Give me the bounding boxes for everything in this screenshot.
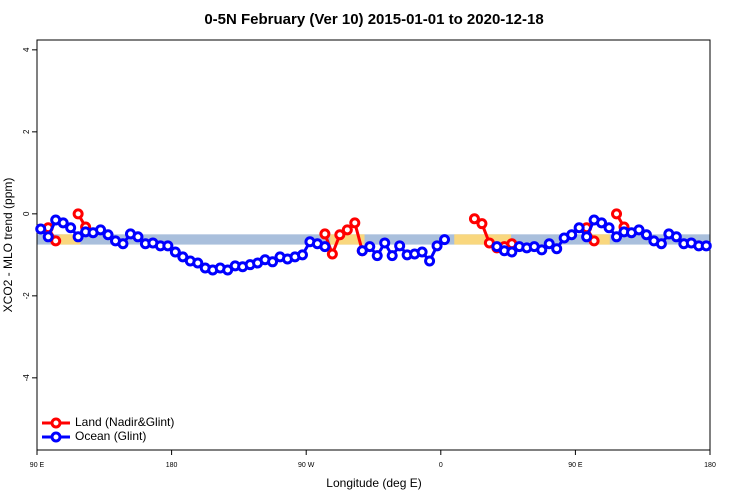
y-tick-label: 0 xyxy=(22,211,31,216)
legend-label: Ocean (Glint) xyxy=(75,429,146,443)
x-tick-label: 180 xyxy=(166,462,178,469)
land-band xyxy=(454,234,512,245)
data-point xyxy=(633,224,645,236)
data-point xyxy=(566,229,578,241)
x-tick-label: 90 E xyxy=(568,462,583,469)
y-tick-label: -4 xyxy=(22,374,31,382)
x-tick-label: 180 xyxy=(704,462,716,469)
data-point xyxy=(72,208,84,220)
data-point xyxy=(341,224,353,236)
data-point xyxy=(192,257,204,269)
data-point xyxy=(296,249,308,261)
data-point xyxy=(468,213,480,225)
data-point xyxy=(581,231,593,243)
data-point xyxy=(424,255,436,267)
data-point xyxy=(267,256,279,268)
data-point xyxy=(596,217,608,229)
data-point xyxy=(506,246,518,258)
data-point xyxy=(65,222,77,234)
data-point xyxy=(416,246,428,258)
data-point xyxy=(670,231,682,243)
data-point xyxy=(326,248,338,260)
legend-marker xyxy=(50,431,62,443)
data-point xyxy=(364,241,376,253)
ocean-band xyxy=(37,234,710,245)
data-point xyxy=(431,240,443,252)
y-axis-label: XCO2 - MLO trend (ppm) xyxy=(1,178,15,313)
y-tick-label: 4 xyxy=(22,47,31,52)
land-band xyxy=(59,234,81,245)
data-point xyxy=(169,246,181,258)
data-point xyxy=(132,231,144,243)
legend-marker xyxy=(50,417,62,429)
data-point xyxy=(319,228,331,240)
data-point xyxy=(95,224,107,236)
x-axis-label: Longitude (deg E) xyxy=(326,476,421,490)
data-point xyxy=(543,238,555,250)
data-point xyxy=(536,244,548,256)
data-point xyxy=(611,208,623,220)
data-point xyxy=(117,238,129,250)
data-point xyxy=(42,231,54,243)
y-tick-label: 2 xyxy=(22,129,31,134)
data-point xyxy=(57,217,69,229)
y-tick-label: -2 xyxy=(22,292,31,300)
data-point xyxy=(72,231,84,243)
data-point xyxy=(551,243,563,255)
data-point xyxy=(319,241,331,253)
data-point xyxy=(476,218,488,230)
data-point xyxy=(334,229,346,241)
data-point xyxy=(603,222,615,234)
x-tick-label: 0 xyxy=(439,462,443,469)
data-point xyxy=(102,229,114,241)
data-point xyxy=(640,229,652,241)
land-band xyxy=(330,234,365,245)
data-point xyxy=(386,250,398,262)
data-point xyxy=(439,234,451,246)
data-point xyxy=(573,222,585,234)
land-band xyxy=(590,234,610,245)
data-point xyxy=(655,238,667,250)
data-point xyxy=(162,240,174,252)
data-point xyxy=(349,217,361,229)
x-tick-label: 90 E xyxy=(30,462,45,469)
legend-label: Land (Nadir&Glint) xyxy=(75,415,174,429)
data-point xyxy=(700,240,712,252)
data-point xyxy=(35,223,47,235)
data-point xyxy=(371,250,383,262)
data-point xyxy=(611,231,623,243)
x-tick-label: 90 W xyxy=(298,462,315,469)
chart-title: 0-5N February (Ver 10) 2015-01-01 to 202… xyxy=(204,11,543,28)
data-point xyxy=(394,240,406,252)
data-point xyxy=(379,237,391,249)
